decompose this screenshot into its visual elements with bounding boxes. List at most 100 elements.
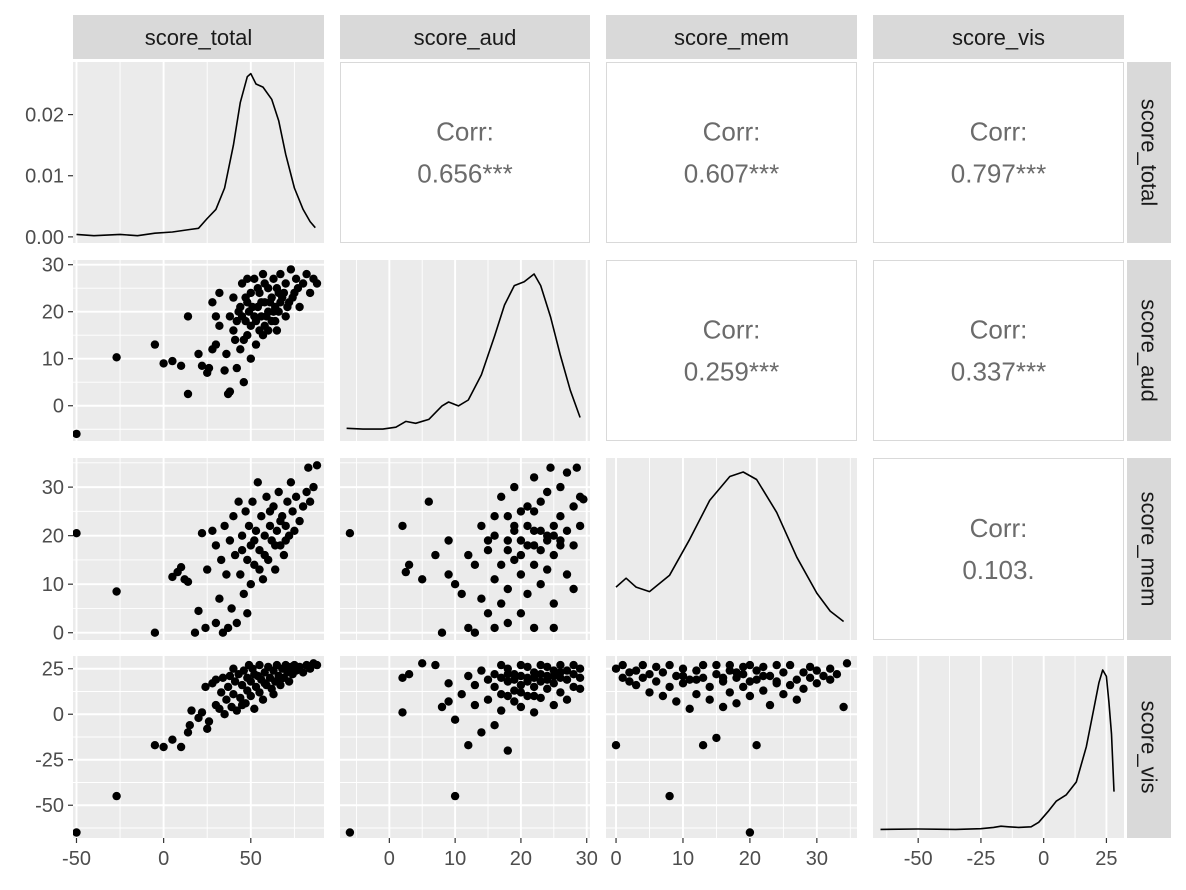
- scatter-point: [159, 742, 168, 752]
- scatter-point: [490, 623, 499, 633]
- scatter-point: [232, 618, 241, 628]
- scatter-point: [464, 741, 473, 750]
- scatter-point: [217, 688, 226, 697]
- scatter-point: [283, 497, 292, 506]
- scatter-point: [255, 660, 264, 670]
- scatter-panel-score-aud-vs-score-mem-grid: [340, 458, 590, 640]
- scatter-point: [625, 668, 634, 677]
- scatter-point: [523, 677, 532, 686]
- scatter-point: [258, 269, 268, 279]
- scatter-point: [258, 695, 268, 704]
- scatter-point: [230, 335, 240, 345]
- corr-panel-score-mem-score-vis-frame: [873, 458, 1124, 640]
- scatter-point: [255, 565, 264, 574]
- scatter-point: [295, 516, 304, 526]
- scatter-point: [785, 660, 795, 670]
- scatter-point: [272, 526, 282, 535]
- scatter-point: [618, 673, 627, 682]
- y-tick-label: 20: [42, 302, 64, 324]
- scatter-point: [288, 507, 297, 516]
- scatter-point: [779, 668, 788, 677]
- density-panel-score-vis-grid: [880, 656, 1115, 838]
- scatter-point: [739, 682, 748, 692]
- scatter-point: [208, 298, 217, 307]
- scatter-point: [227, 604, 236, 613]
- scatter-point: [510, 482, 519, 492]
- scatter-point: [516, 609, 526, 618]
- scatter-point: [678, 679, 688, 688]
- scatter-point: [470, 700, 480, 710]
- scatter-point: [276, 298, 285, 307]
- scatter-point: [562, 695, 572, 704]
- scatter-point: [549, 599, 558, 608]
- scatter-point: [562, 570, 572, 579]
- scatter-point: [529, 673, 539, 682]
- scatter-point: [194, 606, 203, 616]
- scatter-point: [258, 575, 268, 584]
- scatter-point: [404, 560, 414, 569]
- scatter-point: [168, 735, 177, 744]
- scatter-point: [457, 589, 466, 599]
- y-tick-label: -25: [35, 750, 64, 772]
- scatter-point: [638, 660, 647, 670]
- scatter-point: [685, 704, 694, 713]
- scatter-point: [745, 691, 755, 701]
- density-panel-score-mem: [606, 458, 857, 640]
- scatter-point: [685, 675, 694, 684]
- scatter-point: [211, 675, 221, 684]
- scatter-point: [543, 565, 552, 574]
- scatter-point: [220, 521, 229, 531]
- scatter-point: [223, 623, 233, 633]
- scatter-point: [271, 565, 280, 574]
- scatter-point: [185, 721, 194, 730]
- scatter-point: [516, 570, 526, 579]
- scatter-point: [260, 679, 269, 688]
- scatter-point: [569, 502, 578, 511]
- scatter-point: [536, 526, 545, 535]
- scatter-point: [243, 331, 252, 340]
- scatter-point: [312, 279, 322, 288]
- density-curve-score-mem: [615, 471, 845, 623]
- x-tick-label: -50: [904, 848, 933, 870]
- y-tick-label: 30: [42, 477, 64, 499]
- scatter-point: [503, 546, 512, 555]
- scatter-point: [772, 660, 781, 670]
- corr-value: 0.607***: [684, 159, 779, 189]
- scatter-point: [444, 697, 453, 706]
- scatter-point: [211, 618, 221, 628]
- scatter-point: [510, 526, 519, 535]
- corr-panel-score-aud-score-mem-frame: [606, 260, 857, 441]
- scatter-point: [215, 594, 224, 603]
- scatter-point: [168, 356, 177, 366]
- scatter-point: [510, 555, 519, 565]
- scatter-point: [779, 690, 788, 699]
- scatter-point: [239, 666, 248, 675]
- scatter-point: [536, 677, 545, 686]
- scatter-point: [220, 366, 229, 375]
- scatter-point: [698, 660, 708, 670]
- scatter-point: [712, 670, 721, 679]
- scatter-point: [556, 482, 565, 492]
- scatter-point: [204, 363, 214, 373]
- scatter-point: [444, 536, 453, 545]
- scatter-point: [150, 628, 160, 637]
- scatter-point: [398, 521, 407, 531]
- scatter-point: [712, 660, 721, 670]
- y-tick-label: 10: [42, 574, 64, 596]
- scatter-point: [652, 677, 661, 686]
- scatter-point: [523, 691, 532, 701]
- scatter-point: [201, 682, 210, 692]
- scatter-point: [437, 628, 447, 637]
- y-tick-label: 10: [42, 349, 64, 371]
- scatter-point: [73, 529, 81, 538]
- scatter-point: [549, 700, 558, 710]
- scatter-point: [265, 521, 275, 531]
- x-tick-label: 10: [444, 848, 466, 870]
- density-panel-score-total-grid: [75, 62, 316, 243]
- scatter-point: [631, 680, 641, 690]
- scatter-point: [262, 312, 271, 321]
- scatter-point: [678, 664, 688, 673]
- scatter-point: [546, 463, 555, 472]
- scatter-point: [237, 546, 247, 555]
